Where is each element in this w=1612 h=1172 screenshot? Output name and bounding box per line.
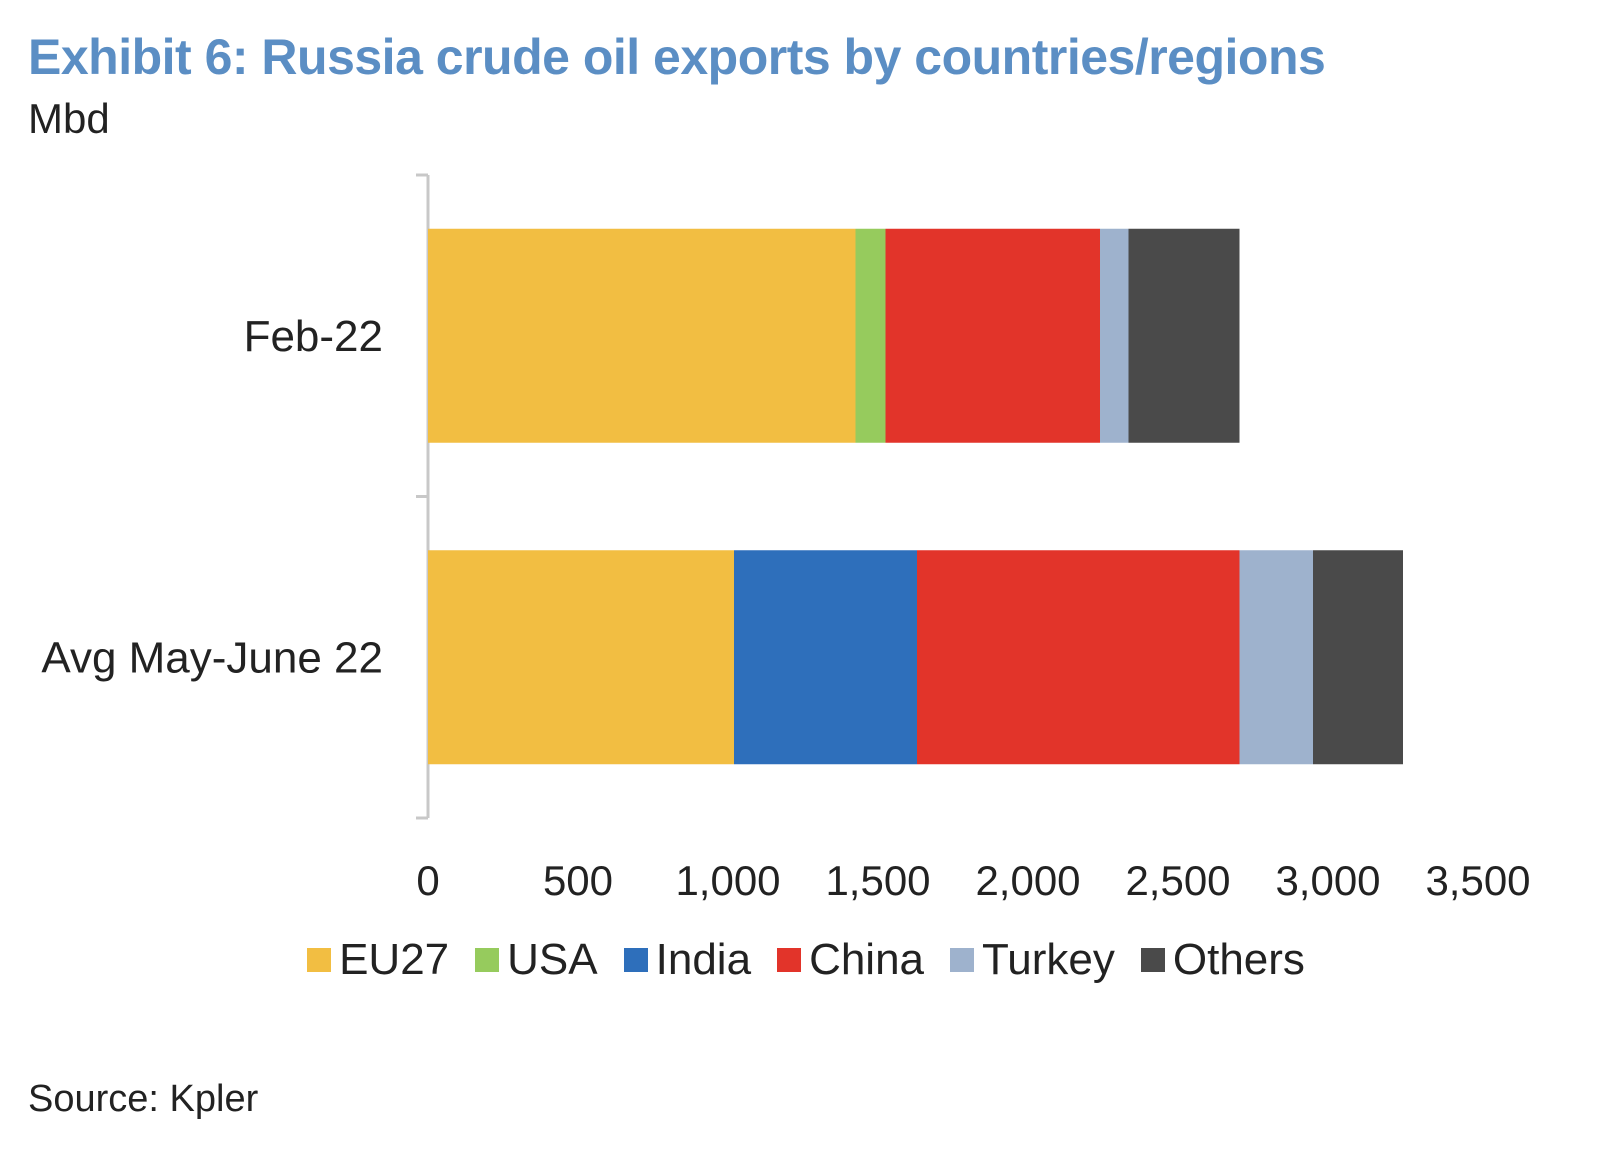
legend-label: Others — [1172, 935, 1305, 984]
legend-swatch — [1140, 948, 1165, 972]
legend-swatch — [307, 948, 332, 972]
x-tick-label: 2,000 — [975, 857, 1080, 904]
legend-swatch — [475, 948, 500, 972]
legend-label: China — [809, 935, 925, 984]
legend-label: EU27 — [339, 935, 450, 984]
legend-label: Turkey — [982, 935, 1115, 984]
legend-label: India — [655, 935, 752, 984]
x-tick-label: 3,000 — [1275, 857, 1380, 904]
legend-item: EU27 — [307, 935, 449, 985]
chart-unit-label: Mbd — [28, 95, 110, 142]
x-tick-label: 1,000 — [675, 857, 780, 904]
bar-segment-others — [1313, 550, 1403, 765]
category-label: Avg May-June 22 — [41, 633, 383, 682]
legend-swatch — [623, 948, 648, 972]
bar-segment-china — [917, 550, 1240, 765]
legend-item: China — [777, 935, 924, 985]
category-label: Feb-22 — [244, 312, 383, 361]
x-tick-label: 500 — [543, 857, 613, 904]
x-tick-label: 2,500 — [1125, 857, 1230, 904]
bar-segment-eu27 — [428, 228, 856, 443]
bar-segment-others — [1128, 228, 1240, 443]
bar-segment-china — [885, 228, 1100, 443]
legend-label: USA — [507, 935, 598, 984]
legend-swatch — [950, 948, 975, 972]
legend-swatch — [777, 948, 802, 972]
x-tick-label: 3,500 — [1425, 857, 1530, 904]
stacked-bar-chart: Feb-22 Avg May-June 22 0 500 1,000 1,500 2,000… — [41, 173, 1531, 904]
legend-item: Turkey — [950, 935, 1115, 985]
legend-item: USA — [475, 935, 598, 985]
bar-segment-turkey — [1100, 228, 1129, 443]
source-note: Source: Kpler — [28, 1078, 259, 1120]
bar-segment-turkey — [1239, 550, 1313, 765]
x-tick-label: 0 — [416, 857, 439, 904]
legend-item: Others — [1140, 935, 1305, 985]
x-tick-label: 1,500 — [825, 857, 930, 904]
chart-legend: EU27 USA India China Turkey Others — [0, 935, 1612, 985]
legend-item: India — [623, 935, 752, 985]
bar-segment-usa — [855, 228, 886, 443]
bar-segment-india — [734, 550, 917, 765]
bar-segment-eu27 — [428, 550, 734, 765]
chart-title: Exhibit 6: Russia crude oil exports by c… — [28, 29, 1326, 85]
